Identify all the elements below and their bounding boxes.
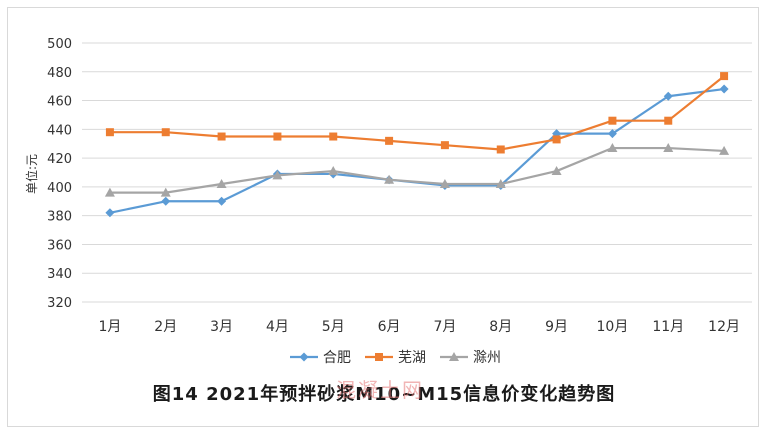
data-point	[607, 129, 617, 139]
x-tick-label: 5月	[322, 319, 345, 335]
data-point	[385, 136, 394, 145]
data-point	[329, 132, 338, 141]
y-tick-label: 340	[47, 267, 72, 282]
legend-label: 合肥	[323, 350, 351, 366]
data-point	[608, 116, 617, 125]
data-point	[720, 72, 729, 81]
data-point	[551, 166, 562, 176]
series-滁州	[104, 143, 730, 197]
data-point	[272, 170, 283, 180]
legend-label: 芜湖	[398, 349, 426, 366]
series-line	[109, 146, 725, 194]
y-axis-ticks: 320 340 360 380 400 420 440 460 480 500	[47, 37, 72, 311]
y-tick-label: 480	[47, 66, 72, 81]
chart-title: 图14 2021年预拌砂浆M10~M15信息价变化趋势图	[152, 384, 616, 405]
x-tick-label: 6月	[378, 319, 401, 335]
x-tick-label: 12月	[708, 319, 740, 335]
legend: 合肥 芜湖 滁州	[290, 349, 501, 366]
data-point	[217, 196, 227, 206]
y-tick-label: 320	[47, 296, 72, 311]
y-tick-label: 380	[47, 210, 72, 225]
data-point	[105, 128, 114, 137]
data-point	[161, 196, 171, 206]
data-point	[105, 208, 115, 218]
data-point	[217, 132, 226, 141]
x-tick-label: 2月	[154, 319, 177, 335]
y-tick-label: 400	[47, 181, 72, 196]
legend-marker	[449, 352, 459, 361]
data-point	[607, 143, 618, 153]
data-point	[495, 179, 506, 189]
legend-label: 滁州	[473, 350, 501, 366]
y-tick-label: 360	[47, 238, 72, 253]
data-point	[663, 91, 673, 101]
legend-item: 滁州	[440, 350, 501, 366]
data-point	[104, 187, 115, 197]
series-line	[109, 87, 725, 214]
watermark: 混凝土网	[336, 378, 424, 402]
x-tick-label: 10月	[597, 319, 629, 335]
y-tick-label: 420	[47, 152, 72, 167]
series-lines	[104, 72, 730, 218]
x-tick-label: 9月	[545, 319, 568, 335]
x-tick-label: 3月	[210, 319, 233, 335]
x-tick-label: 11月	[652, 319, 684, 335]
x-tick-label: 7月	[433, 319, 456, 335]
data-point	[719, 84, 729, 94]
data-point	[496, 145, 505, 154]
data-point	[439, 179, 450, 189]
series-芜湖	[105, 72, 729, 154]
data-point	[328, 166, 339, 176]
series-合肥	[105, 84, 729, 218]
x-axis-ticks: 1月 2月 3月 4月 5月 6月 7月 8月 9月 10月 11月 12月	[98, 319, 740, 335]
chart-frame	[7, 7, 759, 427]
series-line	[109, 75, 725, 151]
data-point	[384, 174, 395, 184]
data-point	[216, 179, 227, 189]
legend-marker	[299, 352, 309, 362]
data-point	[719, 145, 730, 155]
x-tick-label: 1月	[98, 319, 121, 335]
y-axis-label: 单位:元	[24, 154, 39, 194]
y-tick-label: 460	[47, 95, 72, 110]
gridlines	[82, 42, 752, 303]
data-point	[440, 141, 449, 150]
y-tick-label: 440	[47, 123, 72, 138]
x-tick-label: 4月	[266, 319, 289, 335]
data-point	[273, 132, 282, 141]
data-point	[161, 128, 170, 137]
y-tick-label: 500	[47, 37, 72, 52]
data-point	[663, 143, 674, 153]
data-point	[552, 135, 561, 144]
legend-item: 芜湖	[365, 349, 426, 366]
data-point	[160, 187, 171, 197]
legend-marker	[375, 353, 383, 361]
legend-item: 合肥	[290, 350, 351, 366]
data-point	[664, 116, 673, 125]
x-tick-label: 8月	[489, 319, 512, 335]
